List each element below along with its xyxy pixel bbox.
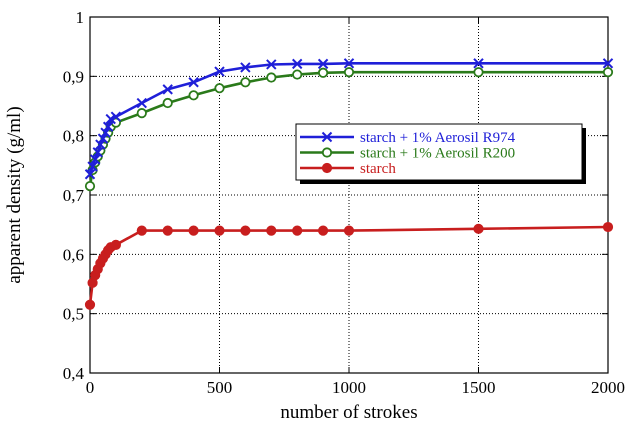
data-point: [136, 97, 148, 109]
data-point: [291, 58, 303, 70]
x-tick-label: 1000: [332, 378, 366, 397]
data-point: [240, 225, 251, 236]
data-point: [473, 67, 484, 78]
data-point: [214, 66, 225, 77]
data-point: [317, 58, 329, 70]
legend-swatch-marker: [321, 162, 333, 174]
data-point: [318, 225, 329, 236]
x-tick-label: 0: [86, 378, 95, 397]
legend-label: starch + 1% Aerosil R200: [360, 146, 515, 162]
y-tick-label: 1: [76, 8, 85, 27]
y-tick-label: 0,9: [63, 67, 84, 86]
series-0: [84, 58, 614, 180]
data-point: [266, 72, 277, 83]
data-point: [162, 97, 173, 109]
legend-label: starch: [360, 161, 396, 177]
data-point: [266, 59, 277, 70]
legend-label: starch + 1% Aerosil R974: [360, 130, 516, 146]
data-point: [136, 225, 147, 236]
x-tick-label: 2000: [591, 378, 625, 397]
data-point: [136, 108, 147, 119]
data-point: [162, 84, 173, 95]
data-point: [292, 225, 303, 236]
data-point: [317, 67, 329, 78]
data-point: [84, 299, 96, 310]
x-tick-label: 500: [207, 378, 233, 397]
axis-ticks: 0,4 0,5 0,6 0,7 0,8 0,9 1 0 500 1000 1500 2000: [63, 8, 625, 397]
data-point: [110, 111, 122, 122]
data-point: [110, 239, 122, 250]
data-point: [84, 181, 96, 192]
data-point: [162, 225, 173, 236]
data-point: [92, 147, 103, 158]
y-tick-label: 0,6: [63, 245, 84, 264]
data-point: [84, 169, 96, 180]
data-point: [188, 77, 199, 88]
data-point: [343, 225, 355, 236]
data-point: [240, 62, 251, 73]
legend-swatch-marker: [321, 131, 333, 143]
data-point: [473, 223, 484, 234]
data-point: [102, 121, 114, 132]
series-2: [84, 221, 614, 310]
data-point: [602, 221, 614, 233]
y-tick-label: 0,4: [63, 364, 85, 383]
data-point: [266, 225, 277, 236]
y-tick-label: 0,5: [63, 305, 84, 324]
y-tick-label: 0,8: [63, 127, 84, 146]
data-point: [473, 58, 484, 69]
y-tick-label: 0,7: [63, 186, 85, 205]
series-layer: [84, 58, 614, 310]
data-point: [89, 154, 101, 165]
data-point: [343, 67, 355, 78]
data-point: [87, 161, 98, 172]
data-point: [214, 83, 225, 94]
data-point: [100, 127, 111, 138]
data-point: [105, 113, 116, 125]
x-axis-label: number of strokes: [280, 402, 417, 423]
x-tick-label: 1500: [462, 378, 496, 397]
data-point: [292, 69, 303, 80]
data-point: [97, 133, 109, 144]
data-point: [214, 225, 225, 236]
data-point: [95, 139, 106, 150]
data-point: [188, 90, 199, 101]
data-point: [602, 58, 614, 69]
legend-swatch-marker: [321, 147, 333, 158]
data-point: [602, 67, 614, 78]
y-axis-label: apparent density (g/ml): [4, 106, 25, 283]
data-point: [240, 77, 251, 88]
data-point: [343, 58, 355, 69]
data-point: [188, 225, 199, 236]
